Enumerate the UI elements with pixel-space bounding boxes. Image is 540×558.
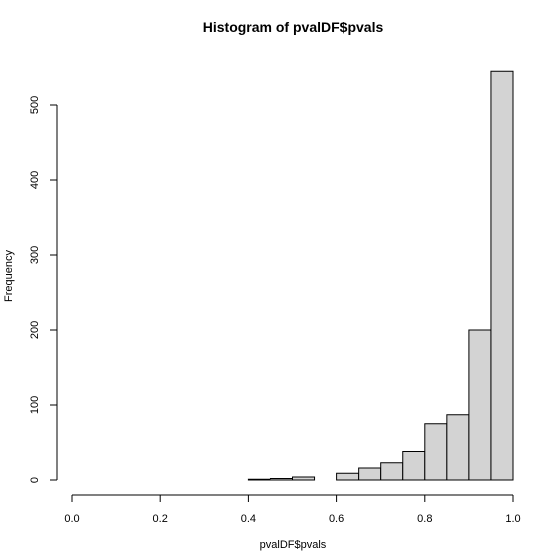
histogram-bars	[247, 70, 514, 481]
y-tick-label: 100	[29, 396, 41, 414]
y-axis-label: Frequency	[3, 250, 15, 302]
y-tick-label: 500	[29, 96, 41, 114]
histogram-bar	[292, 476, 316, 481]
histogram-bar	[380, 462, 404, 481]
x-tick-label: 0.2	[153, 513, 168, 525]
x-tick-label: 1.0	[505, 513, 520, 525]
chart-title: Histogram of pvalDF$pvals	[203, 19, 384, 35]
x-tick-label: 0.4	[241, 513, 256, 525]
histogram-bar	[468, 329, 492, 481]
histogram-bar	[247, 478, 271, 481]
x-axis: 0.0 0.2 0.4 0.6 0.8 1.0	[64, 494, 521, 525]
histogram-bar	[402, 451, 426, 481]
histogram-bar	[446, 414, 470, 481]
y-tick-label: 300	[29, 246, 41, 264]
x-tick-label: 0.0	[64, 513, 79, 525]
y-axis: 0 100 200 300 400 500	[29, 96, 58, 483]
y-tick-label: 200	[29, 321, 41, 339]
x-tick-label: 0.8	[417, 513, 432, 525]
histogram-bar	[358, 467, 382, 481]
x-tick-label: 0.6	[329, 513, 344, 525]
histogram-bar	[424, 423, 448, 481]
histogram-bar	[269, 478, 294, 481]
x-axis-label: pvalDF$pvals	[260, 539, 327, 551]
y-tick-label: 0	[29, 477, 41, 483]
y-tick-label: 400	[29, 171, 41, 189]
histogram-bar	[490, 70, 514, 481]
histogram-bar	[336, 472, 360, 481]
